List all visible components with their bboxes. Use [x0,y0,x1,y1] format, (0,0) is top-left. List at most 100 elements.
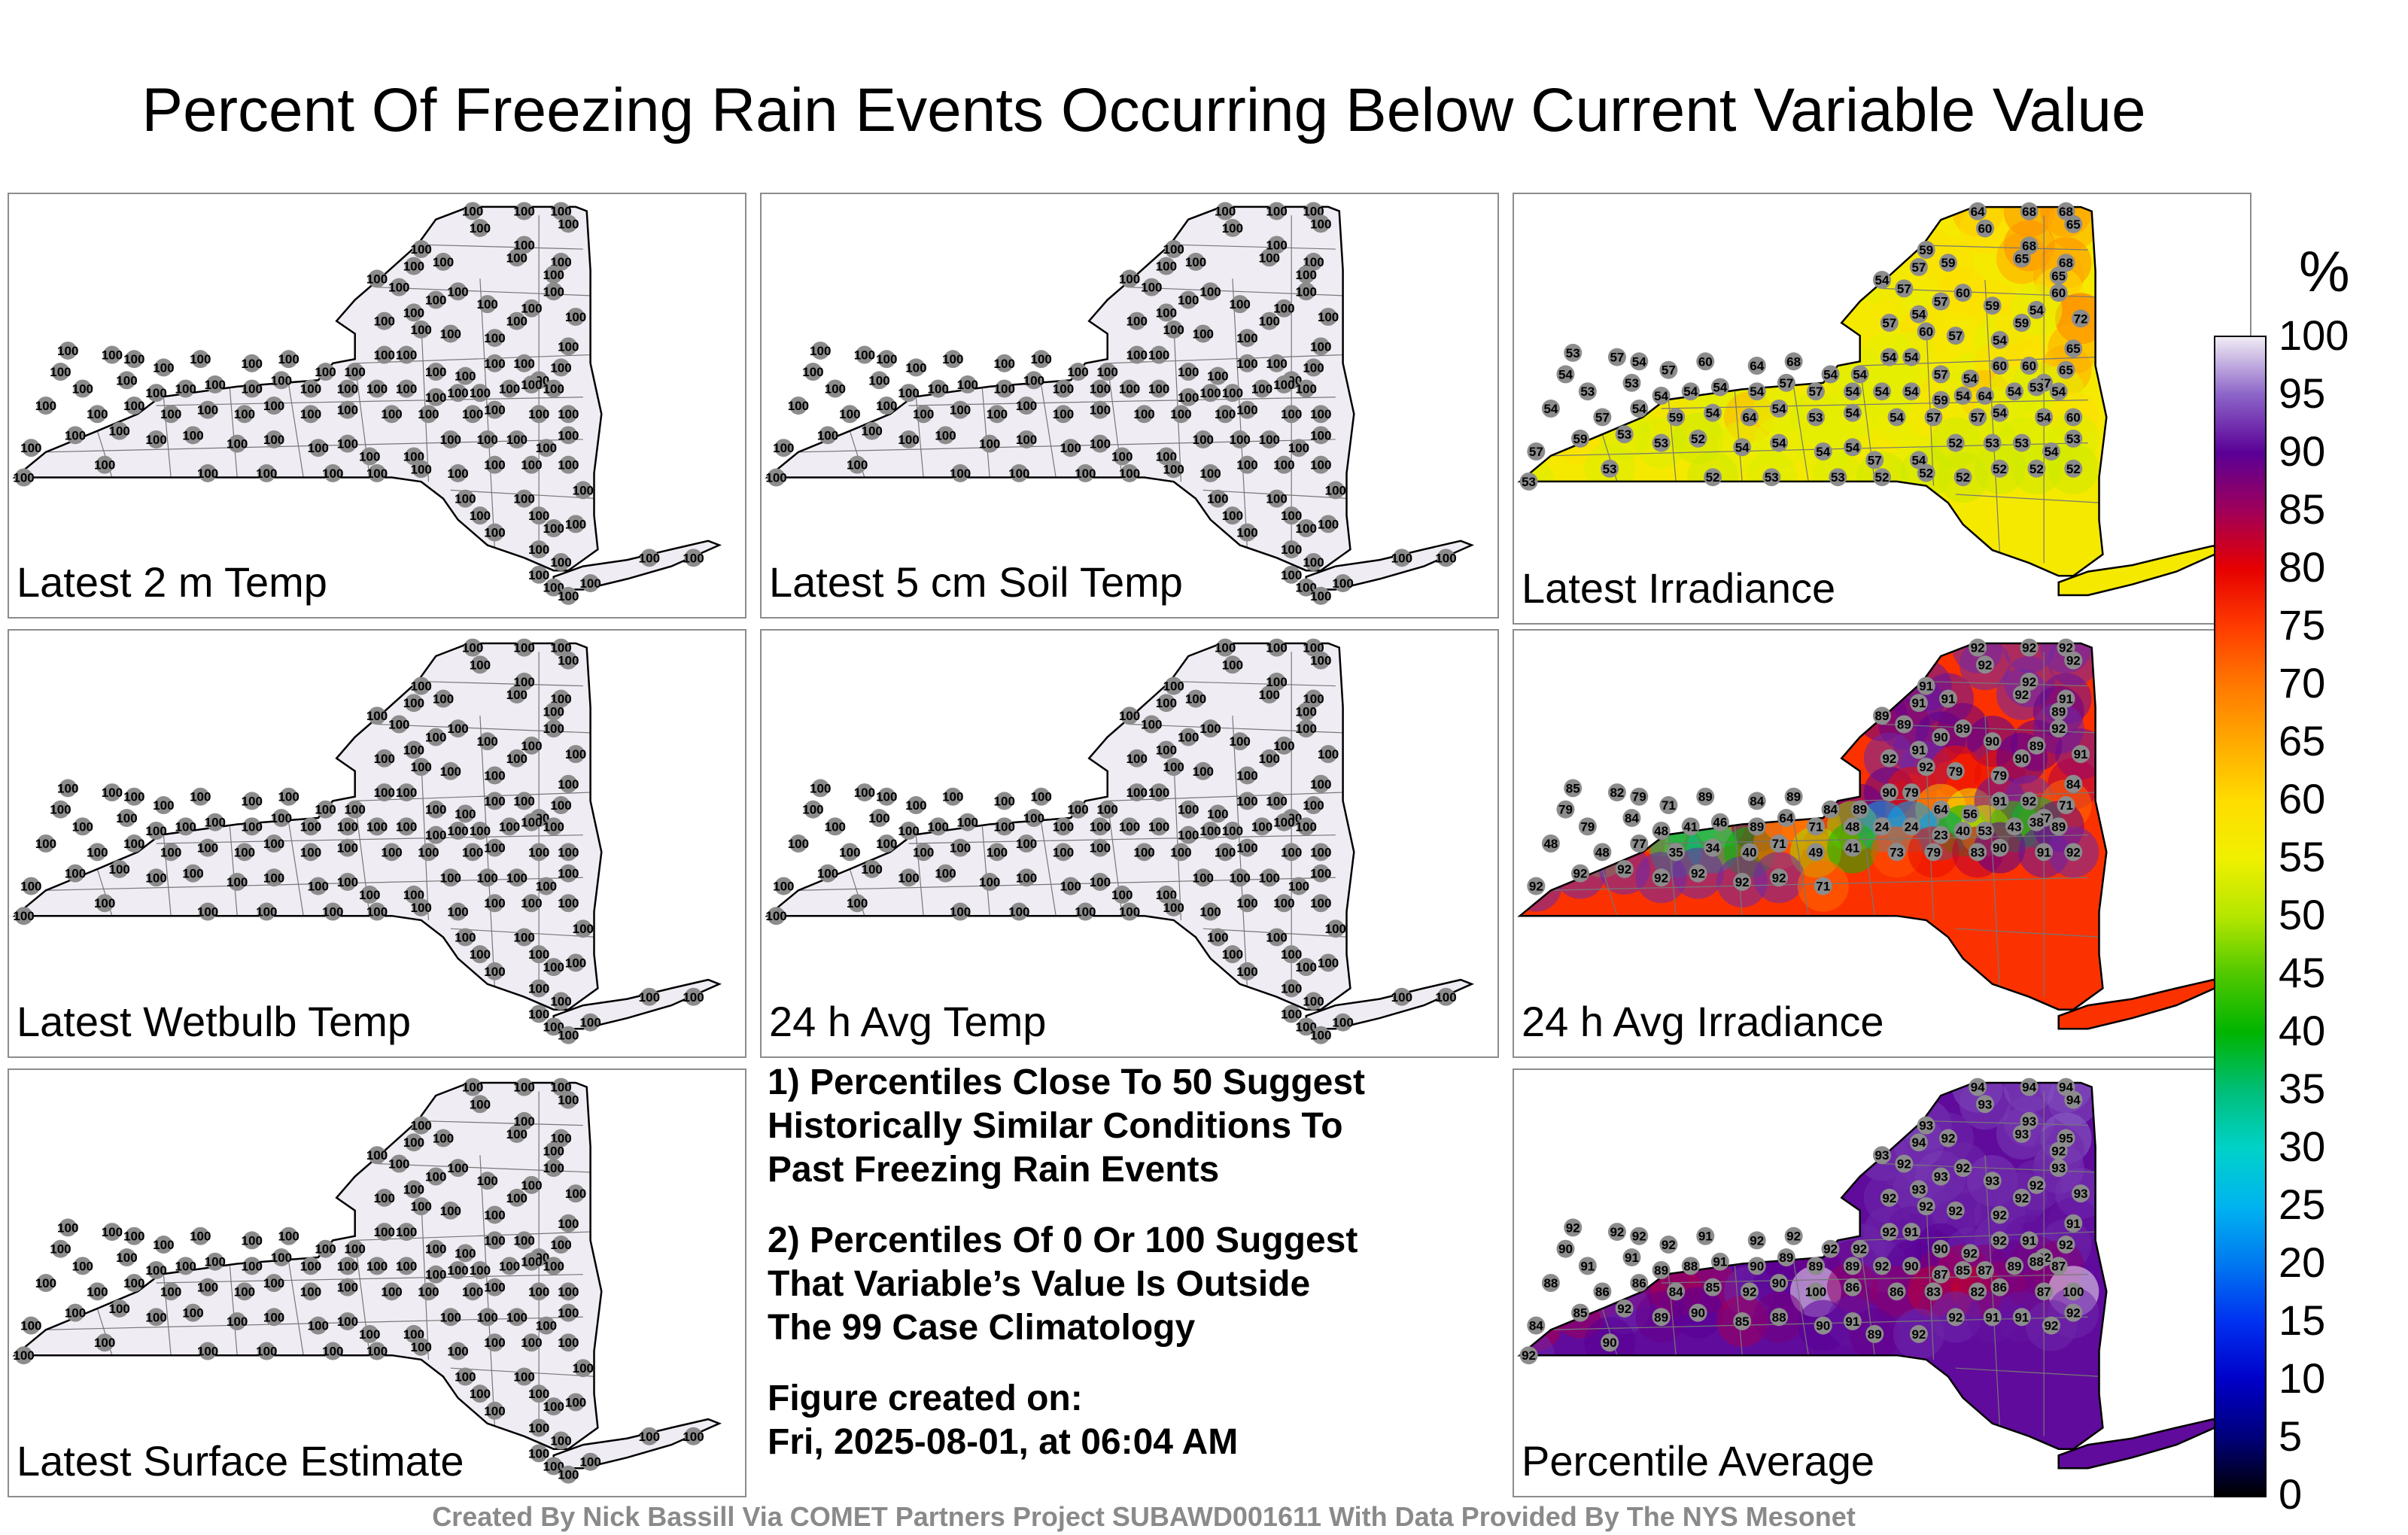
station-value: 100 [898,433,919,447]
station-value: 88 [1543,1276,1558,1290]
station-marker: 89 [1865,1324,1884,1343]
station-marker: 100 [116,809,138,828]
station-value: 91 [2037,845,2051,859]
station-value: 100 [455,1246,476,1260]
station-marker: 100 [1075,902,1096,921]
station-marker: 100 [396,1223,417,1242]
station-value: 89 [1868,1327,1882,1342]
station-marker: 100 [455,804,476,823]
station-marker: 92 [1917,1197,1935,1216]
station-marker: 100 [1310,774,1331,793]
station-value: 100 [197,403,218,418]
station-marker: 100 [1222,384,1243,403]
station-value: 57 [1934,295,1948,309]
station-value: 100 [271,1251,292,1265]
station-value: 100 [396,1259,417,1273]
station-marker: 100 [950,838,971,857]
station-marker: 100 [256,902,277,921]
station-marker: 100 [876,834,897,853]
station-marker: 100 [410,1337,432,1356]
station-marker: 92 [1571,864,1590,883]
station-marker: 100 [639,987,660,1006]
station-marker: 100 [994,817,1015,836]
station-marker: 52 [1873,468,1891,487]
station-marker: 100 [543,1397,564,1416]
station-value: 100 [447,1161,468,1175]
station-value: 94 [1911,1135,1926,1150]
station-value: 100 [558,1284,579,1299]
station-value: 92 [1823,1242,1838,1257]
station-marker: 100 [543,265,564,284]
station-marker: 100 [227,434,248,453]
station-marker: 92 [2057,1236,2075,1254]
station-marker: 100 [1016,834,1037,853]
station-value: 100 [175,382,196,397]
station-value: 52 [1691,432,1705,446]
station-value: 100 [994,357,1015,371]
station-marker: 88 [2027,1252,2046,1271]
station-marker: 100 [366,1146,388,1165]
station-value: 100 [433,255,454,269]
station-value: 100 [1273,816,1294,830]
station-value: 100 [1318,310,1339,324]
station-value: 89 [1809,1259,1823,1273]
station-marker: 100 [513,638,535,657]
station-value: 100 [1215,641,1236,655]
station-value: 100 [102,1225,123,1239]
station-value: 100 [513,1370,534,1385]
station-marker: 100 [440,324,461,343]
station-value: 100 [1251,819,1272,834]
station-marker: 57 [1946,327,1965,345]
station-marker: 100 [227,1312,248,1330]
station-marker: 100 [477,1172,498,1190]
station-value: 100 [410,901,431,915]
station-value: 100 [506,433,528,447]
station-value: 100 [242,819,263,834]
station-marker: 100 [1090,817,1111,836]
station-value: 100 [543,1259,564,1273]
station-marker: 100 [102,783,123,802]
station-marker: 100 [550,552,572,571]
station-marker: 100 [2063,1282,2084,1301]
station-marker: 100 [263,1308,284,1327]
station-value: 100 [484,1281,505,1295]
station-value: 94 [2066,1093,2081,1108]
station-value: 100 [1296,819,1317,834]
station-value: 90 [2014,752,2029,766]
station-value: 100 [543,382,564,397]
station-marker: 92 [1630,1226,1649,1245]
station-marker: 92 [1607,1223,1626,1242]
station-value: 91 [1993,794,2007,808]
station-marker: 100 [1259,749,1280,768]
colorbar-tick: 100 [2279,312,2349,359]
station-marker: 100 [1053,379,1074,398]
station-marker: 100 [410,1197,432,1216]
station-marker: 100 [271,1248,292,1267]
station-marker: 100 [1060,877,1081,895]
station-value: 100 [1303,798,1324,813]
station-marker: 100 [950,400,971,419]
station-marker: 100 [558,1465,579,1484]
station-marker: 100 [278,1226,299,1245]
station-marker: 100 [484,1278,506,1296]
station-marker: 100 [410,320,432,339]
station-marker: 100 [579,1452,601,1471]
station-value: 100 [994,794,1015,808]
station-value: 89 [1654,1310,1668,1324]
station-value: 100 [234,845,255,859]
panel-avgtemp24: 100 100 100 100 100 100 100 100 100 100 100 100 100 1… [760,629,1499,1058]
station-value: 100 [1281,543,1302,557]
station-marker: 84 [1667,1282,1686,1301]
station-marker: 100 [462,405,483,424]
station-marker: 100 [513,236,535,254]
station-value: 100 [1236,331,1257,345]
station-marker: 100 [1296,702,1317,721]
station-value: 100 [876,837,897,851]
station-value: 68 [2022,205,2036,219]
colorbar-tick: 90 [2279,427,2326,475]
station-marker: 23 [1932,825,1950,844]
station-value: 100 [1310,589,1331,603]
panel-label-temp2m: Latest 2 m Temp [17,558,327,606]
station-marker: 24 [1902,817,1921,836]
station-value: 100 [337,382,358,397]
